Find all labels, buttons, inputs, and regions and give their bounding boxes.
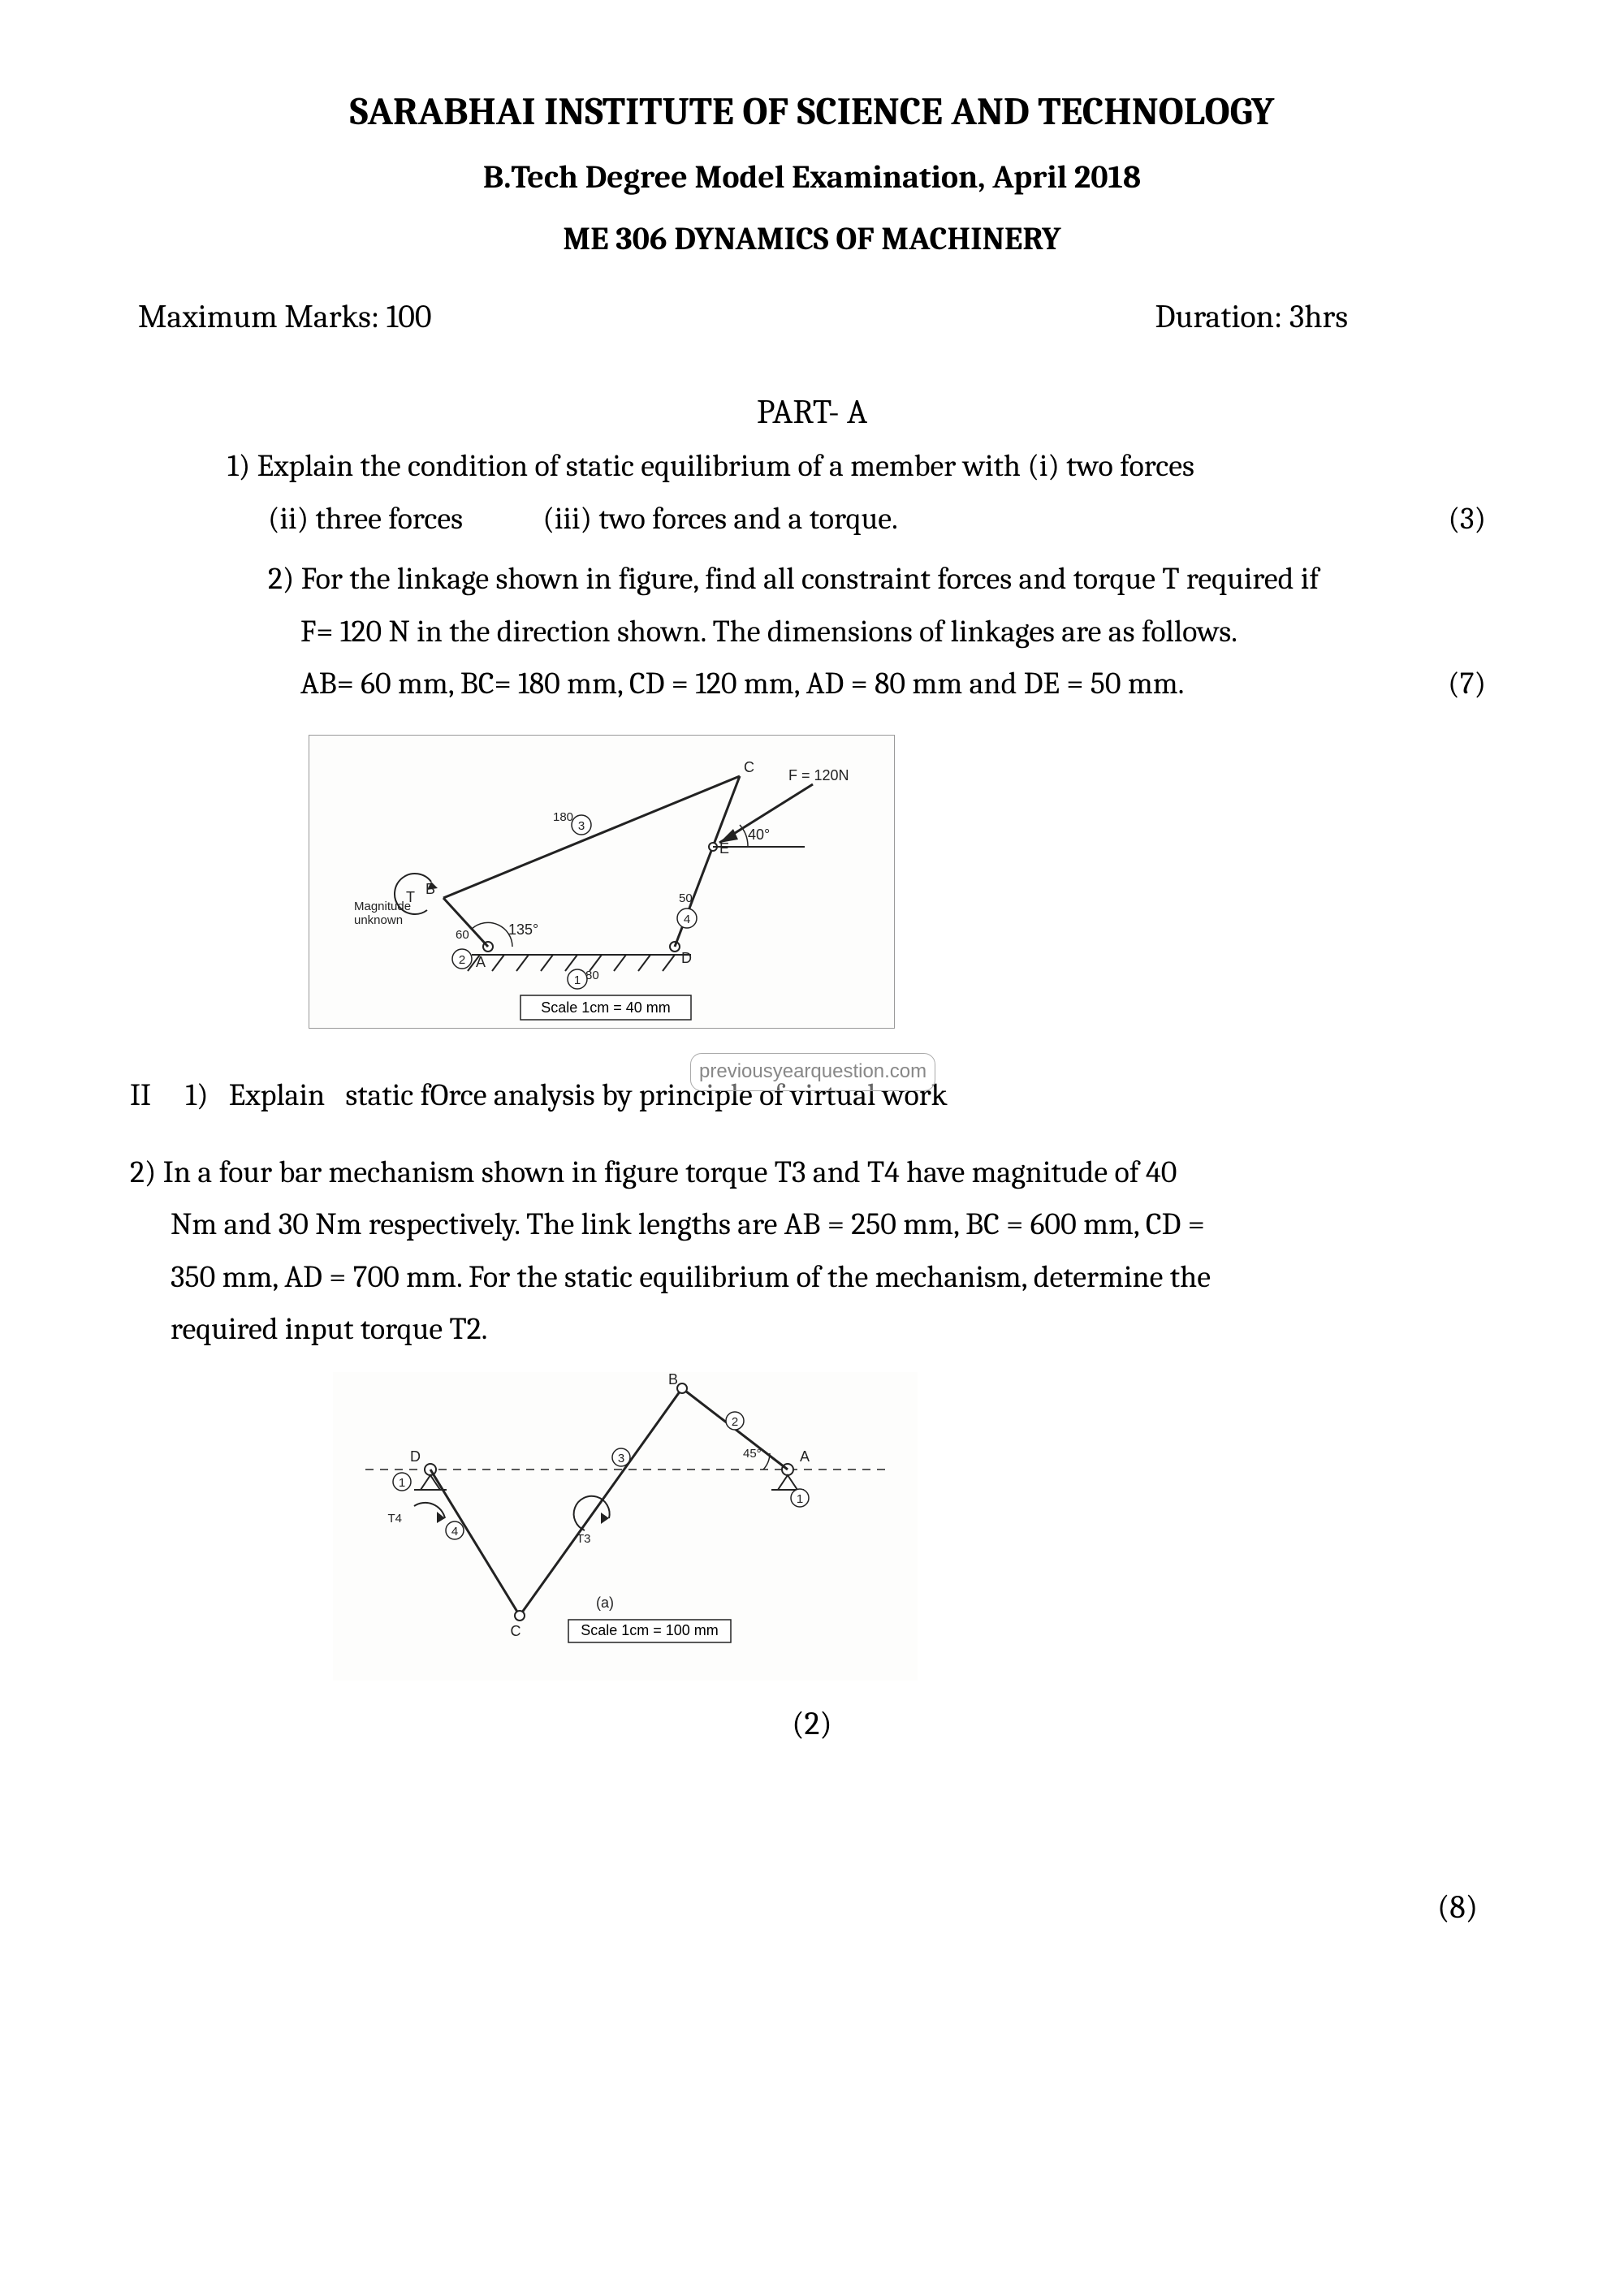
fig2-n2: 2 bbox=[732, 1415, 738, 1429]
q1-opt-iii: (iii) two forces and a torque. bbox=[542, 501, 897, 537]
fig2-n4: 4 bbox=[451, 1525, 458, 1539]
fig1-C: C bbox=[744, 759, 754, 775]
fig1-angle40: 40° bbox=[748, 826, 770, 843]
ii-label: II bbox=[130, 1069, 179, 1122]
fig1-D: D bbox=[681, 950, 692, 966]
course-title: ME 306 DYNAMICS OF MACHINERY bbox=[130, 220, 1494, 257]
page-container: SARABHAI INSTITUTE OF SCIENCE AND TECHNO… bbox=[0, 0, 1624, 2296]
fig2-C: C bbox=[511, 1623, 521, 1639]
fig2-n1: 1 bbox=[399, 1476, 405, 1490]
duration: Duration: 3hrs bbox=[1155, 298, 1486, 335]
figure-2: B A D C 45° T4 T3 1 2 3 4 (a) bbox=[333, 1372, 918, 1681]
fig2-T4: T4 bbox=[387, 1512, 402, 1526]
fig2-scale: Scale 1cm = 100 mm bbox=[581, 1622, 719, 1638]
bottom-marks: (8) bbox=[130, 1888, 1494, 1926]
q2-marks: (7) bbox=[1421, 658, 1494, 710]
max-marks: Maximum Marks: 100 bbox=[138, 298, 432, 335]
fig2-B: B bbox=[668, 1372, 678, 1388]
fig1-mag2: unknown bbox=[354, 913, 403, 927]
ii-q2-line4: required input torque T2. bbox=[130, 1303, 1494, 1356]
fig1-n1: 1 bbox=[574, 973, 581, 987]
fig1-A: A bbox=[476, 954, 486, 970]
meta-row: Maximum Marks: 100 Duration: 3hrs bbox=[130, 298, 1494, 335]
fig1-E: E bbox=[719, 840, 729, 857]
fig1-n2: 2 bbox=[459, 953, 465, 967]
fig2-T3: T3 bbox=[577, 1532, 591, 1546]
q1-line1: 1) Explain the condition of static equil… bbox=[227, 440, 1494, 493]
q1-marks: (3) bbox=[1421, 493, 1494, 546]
fig2-A: A bbox=[800, 1448, 810, 1465]
fig1-len50: 50 bbox=[679, 891, 693, 905]
figure-1: 40° F = 120N 135° B C E A D 180 60 80 50… bbox=[309, 735, 895, 1029]
fig1-len180: 180 bbox=[553, 810, 573, 824]
fig1-force: F = 120N bbox=[788, 767, 849, 783]
q2-line1: 2) For the linkage shown in figure, find… bbox=[227, 553, 1494, 606]
fig1-n3: 3 bbox=[578, 819, 585, 833]
fig2-sub: (a) bbox=[596, 1595, 614, 1611]
fig2-n1b: 1 bbox=[797, 1492, 803, 1506]
question-2: 2) For the linkage shown in figure, find… bbox=[227, 553, 1494, 710]
fig1-scale: Scale 1cm = 40 mm bbox=[541, 999, 671, 1016]
fig1-n4: 4 bbox=[684, 913, 690, 926]
ii-q2-line3: 350 mm, AD = 700 mm. For the static equi… bbox=[130, 1251, 1494, 1304]
ii-q2-line2: Nm and 30 Nm respectively. The link leng… bbox=[130, 1198, 1494, 1251]
part-a-heading: PART- A bbox=[130, 392, 1494, 432]
question-1: 1) Explain the condition of static equil… bbox=[227, 440, 1494, 545]
institute-title: SARABHAI INSTITUTE OF SCIENCE AND TECHNO… bbox=[130, 89, 1494, 134]
fig2-D: D bbox=[410, 1448, 421, 1465]
section-ii: previousyearquestion.com II 1) Explain s… bbox=[130, 1069, 1494, 1356]
fig1-angle135: 135° bbox=[508, 921, 538, 938]
q1-opt-ii: (ii) three forces bbox=[268, 493, 536, 546]
fig1-len60: 60 bbox=[456, 928, 469, 942]
page-number: (2) bbox=[130, 1705, 1494, 1742]
exam-title: B.Tech Degree Model Examination, April 2… bbox=[130, 158, 1494, 196]
q2-line3: AB= 60 mm, BC= 180 mm, CD = 120 mm, AD =… bbox=[227, 658, 1421, 710]
ii-q2-line1: 2) In a four bar mechanism shown in figu… bbox=[130, 1146, 1494, 1199]
q2-line2: F= 120 N in the direction shown. The dim… bbox=[227, 606, 1494, 658]
watermark: previousyearquestion.com bbox=[690, 1053, 935, 1091]
q1-line2: (ii) three forces (iii) two forces and a… bbox=[227, 493, 1421, 546]
fig2-45: 45° bbox=[743, 1447, 762, 1461]
fig1-mag1: Magnitude bbox=[354, 900, 411, 913]
fig2-n3: 3 bbox=[618, 1452, 624, 1465]
